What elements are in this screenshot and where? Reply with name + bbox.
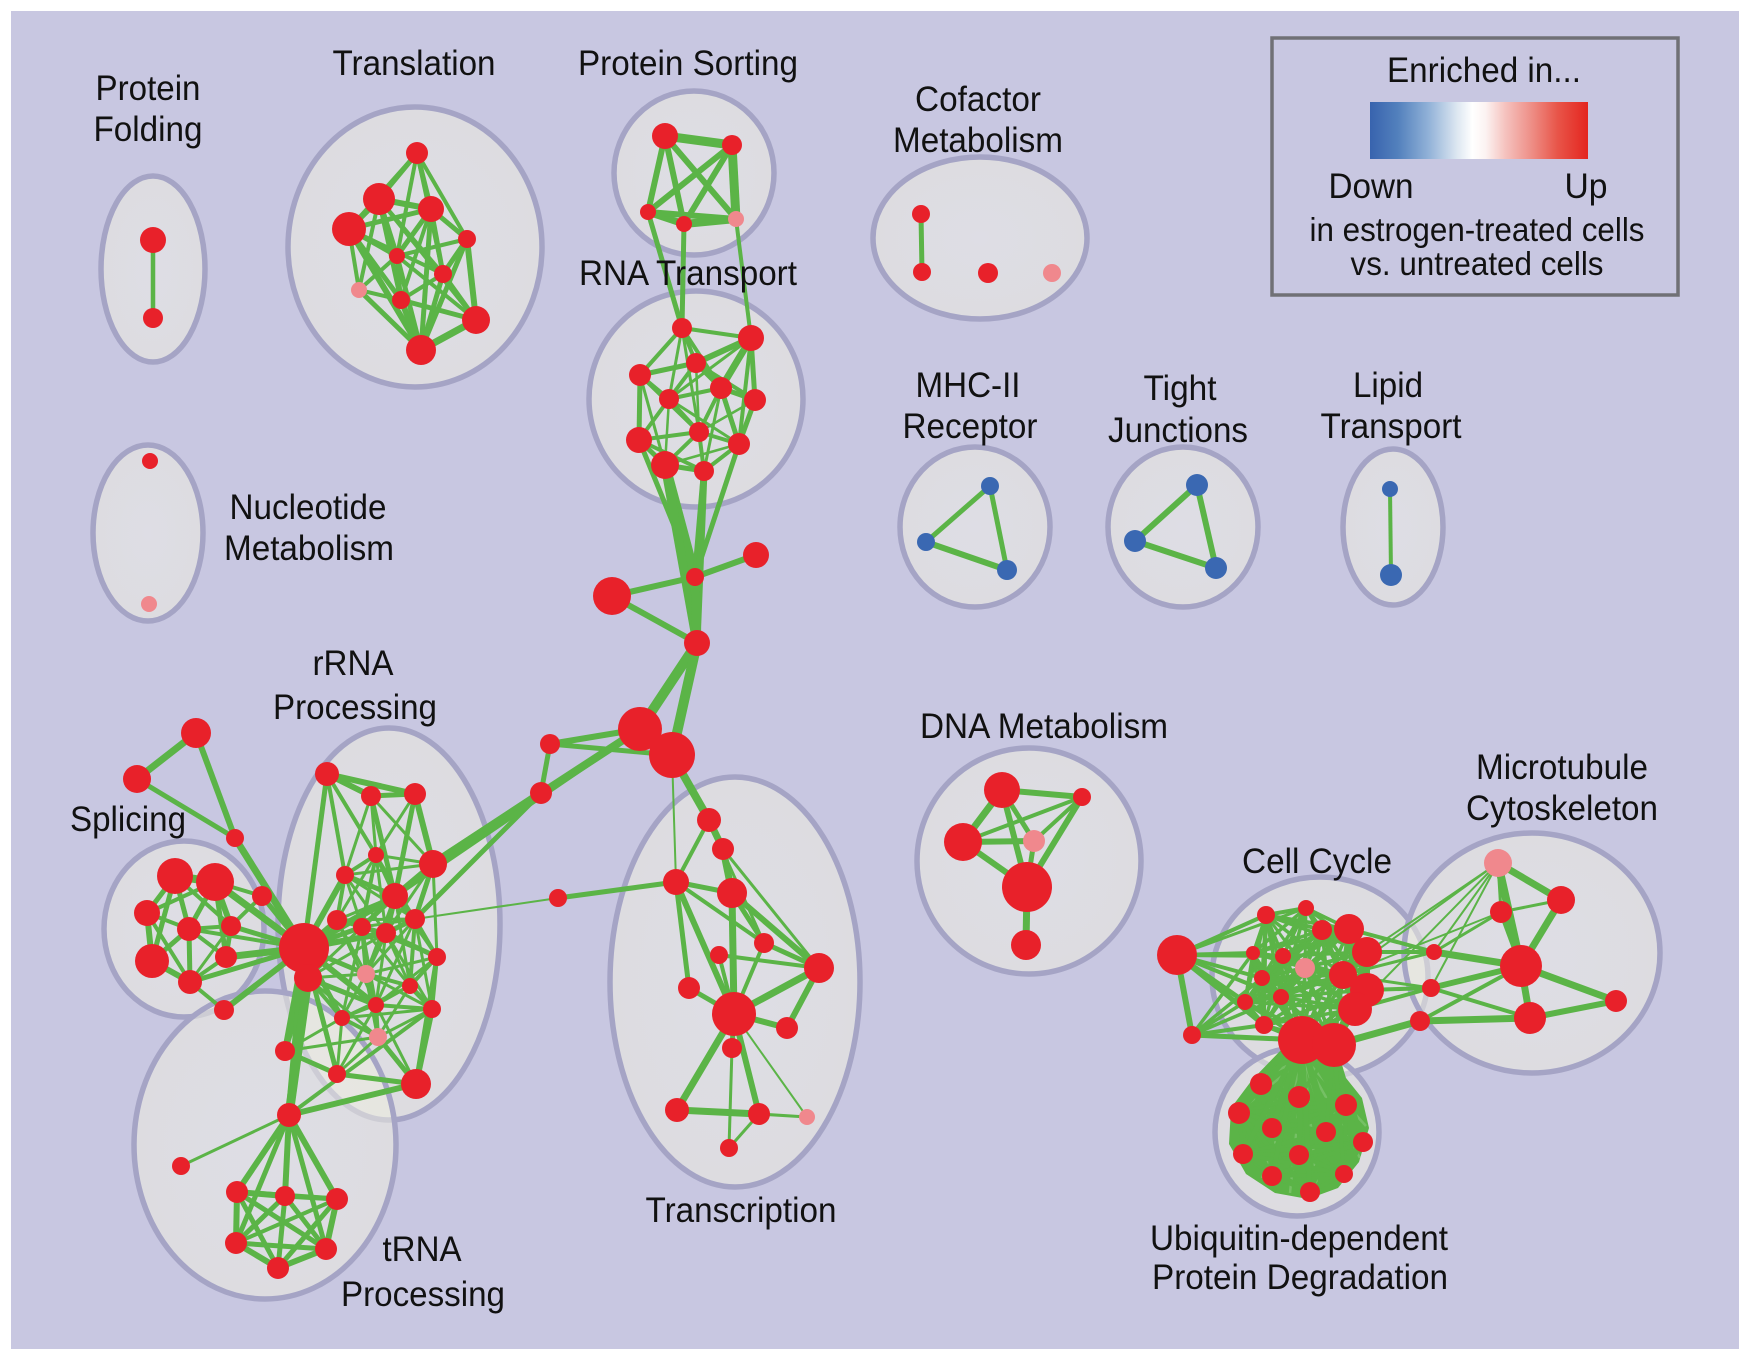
svg-text:Transcription: Transcription bbox=[646, 1191, 837, 1230]
svg-text:Microtubule: Microtubule bbox=[1476, 748, 1648, 787]
svg-text:Protein Degradation: Protein Degradation bbox=[1152, 1258, 1448, 1297]
svg-text:Processing: Processing bbox=[341, 1275, 505, 1314]
svg-text:Cytoskeleton: Cytoskeleton bbox=[1466, 789, 1658, 828]
svg-text:Lipid: Lipid bbox=[1353, 366, 1423, 405]
svg-text:Ubiquitin-dependent: Ubiquitin-dependent bbox=[1150, 1219, 1448, 1258]
svg-text:MHC-II: MHC-II bbox=[916, 366, 1021, 405]
svg-text:vs. untreated cells: vs. untreated cells bbox=[1351, 245, 1604, 282]
svg-text:in estrogen-treated cells: in estrogen-treated cells bbox=[1310, 211, 1645, 248]
svg-text:Tight: Tight bbox=[1144, 369, 1217, 408]
svg-text:Folding: Folding bbox=[94, 110, 203, 149]
svg-text:Transport: Transport bbox=[1321, 407, 1462, 446]
svg-text:Translation: Translation bbox=[333, 44, 496, 83]
svg-text:Splicing: Splicing bbox=[70, 800, 186, 839]
svg-text:Enriched in...: Enriched in... bbox=[1387, 51, 1581, 90]
svg-text:Up: Up bbox=[1565, 167, 1608, 206]
svg-text:Metabolism: Metabolism bbox=[224, 529, 394, 568]
svg-text:RNA Transport: RNA Transport bbox=[579, 254, 797, 293]
svg-text:Down: Down bbox=[1329, 167, 1414, 206]
svg-text:Receptor: Receptor bbox=[903, 407, 1038, 446]
svg-text:Nucleotide: Nucleotide bbox=[230, 488, 387, 527]
svg-text:Metabolism: Metabolism bbox=[893, 121, 1063, 160]
svg-text:DNA Metabolism: DNA Metabolism bbox=[920, 707, 1168, 746]
svg-text:Cofactor: Cofactor bbox=[915, 80, 1041, 119]
svg-text:Junctions: Junctions bbox=[1108, 411, 1248, 450]
svg-text:tRNA: tRNA bbox=[383, 1230, 463, 1269]
svg-text:rRNA: rRNA bbox=[313, 644, 395, 683]
svg-text:Protein: Protein bbox=[96, 69, 201, 108]
svg-text:Processing: Processing bbox=[273, 688, 437, 727]
svg-text:Protein Sorting: Protein Sorting bbox=[578, 44, 798, 83]
svg-text:Cell Cycle: Cell Cycle bbox=[1242, 842, 1392, 881]
